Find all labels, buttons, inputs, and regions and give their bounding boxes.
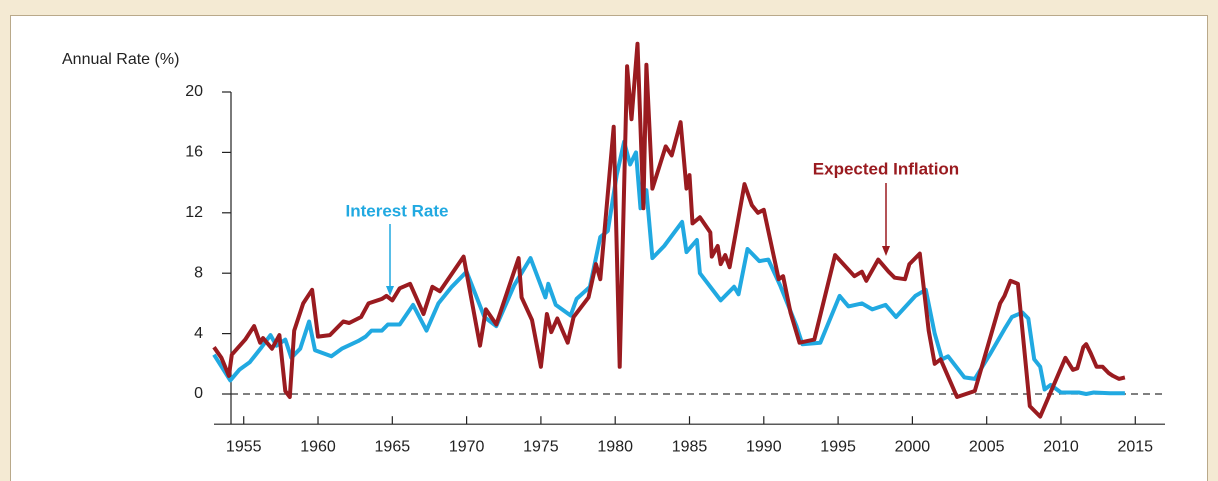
y-tick-label: 4 <box>194 325 203 342</box>
x-tick-label: 1975 <box>523 438 559 455</box>
x-tick-label: 1990 <box>746 438 782 455</box>
line <box>212 41 1126 419</box>
y-tick-label: 12 <box>185 204 203 221</box>
x-tick-label: 1960 <box>300 438 336 455</box>
x-tick-label: 2005 <box>969 438 1005 455</box>
panel <box>10 15 1208 481</box>
x-tick-label: 1970 <box>449 438 485 455</box>
x-tick-label: 1980 <box>597 438 633 455</box>
x-tick-label: 1955 <box>226 438 262 455</box>
x-tick-label: 1965 <box>375 438 411 455</box>
arrow-head <box>386 286 394 296</box>
x-tick-label: 2015 <box>1117 438 1153 455</box>
x-tick-label: 1985 <box>672 438 708 455</box>
x-tick-label: 1995 <box>820 438 856 455</box>
y-axis-label: Annual Rate (%) <box>62 51 179 68</box>
annotation: Interest Rate <box>346 201 449 220</box>
x-tick-label: 2000 <box>895 438 931 455</box>
x-tick-label: 2010 <box>1043 438 1079 455</box>
y-tick-label: 20 <box>185 83 203 100</box>
y-tick-label: 8 <box>194 264 203 281</box>
y-tick-label: 0 <box>194 385 203 402</box>
arrow-head <box>882 246 890 256</box>
y-tick-label: 16 <box>185 144 203 161</box>
annotation: Expected Inflation <box>813 159 959 178</box>
